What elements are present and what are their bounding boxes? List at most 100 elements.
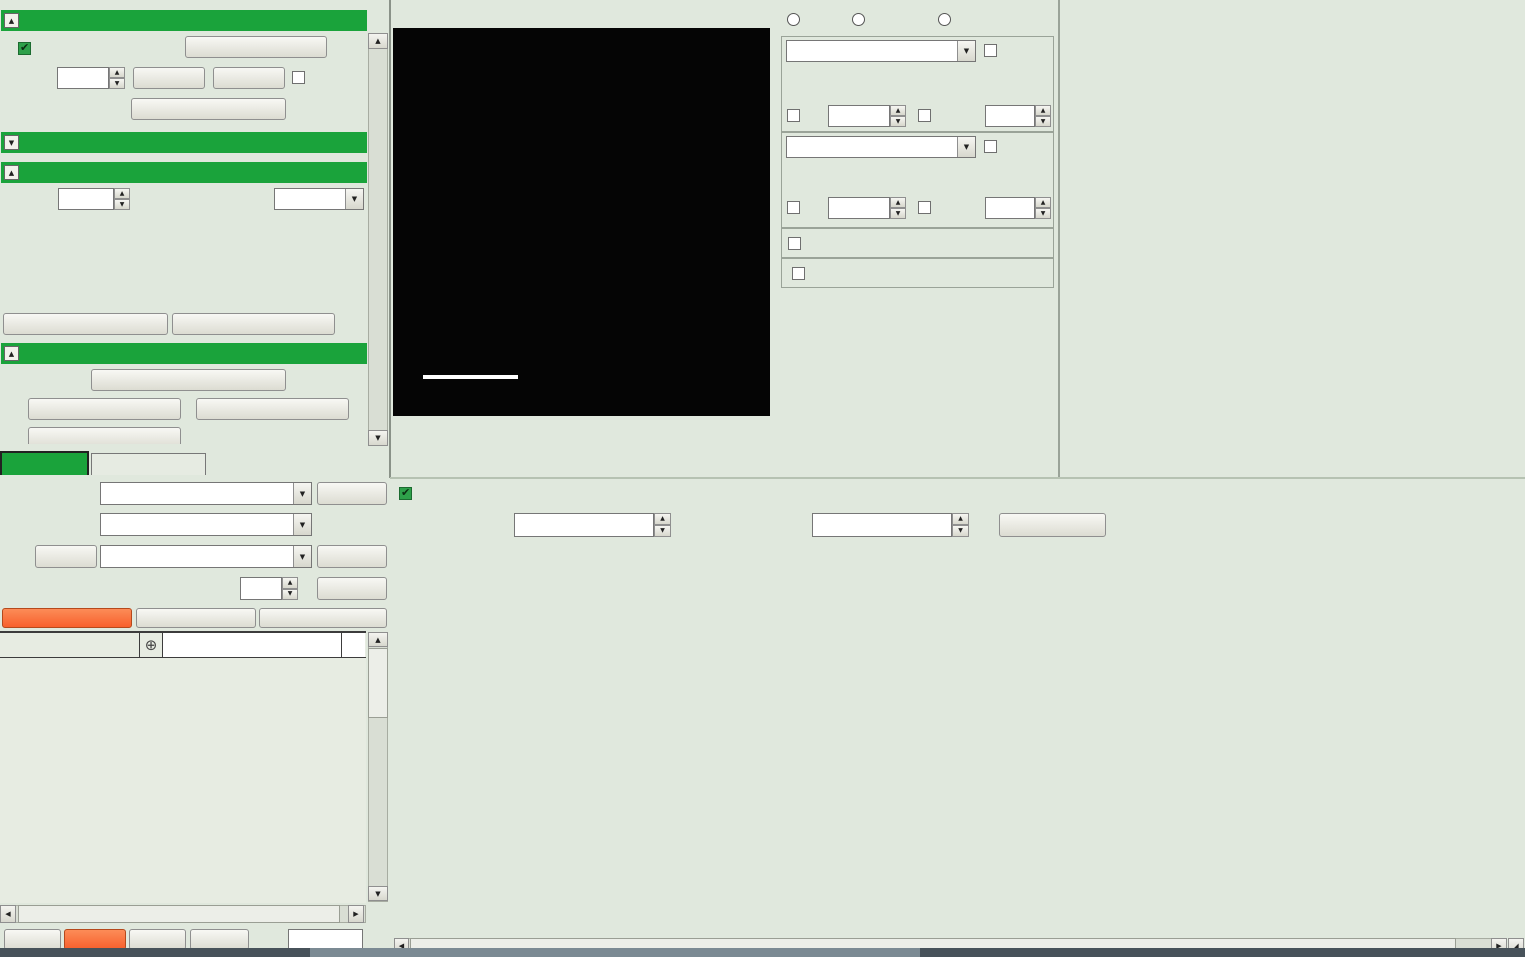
help-button[interactable] [317,482,387,505]
irf-for-all-button[interactable] [317,577,387,600]
events-min-spinner[interactable]: ▲▼ [890,105,906,127]
initial-fit-button[interactable] [64,929,126,950]
frame-panel-header[interactable]: ▼ [1,132,367,153]
save-result-button[interactable] [91,369,286,391]
roi-number-spinner[interactable]: ▲▼ [109,67,125,89]
chevron-down-icon[interactable]: ▼ [293,483,311,504]
chevron-down-icon[interactable]: ▼ [345,189,363,209]
mode-rainbow[interactable] [852,13,870,26]
tau-min-input[interactable] [828,197,890,219]
tau-param-dropdown[interactable]: ▼ [786,136,976,158]
fit-button[interactable] [129,929,186,950]
decay-dropdown[interactable]: ▼ [100,513,312,536]
collapse-icon[interactable]: ▲ [4,165,19,180]
tau-min-checkbox[interactable] [787,201,800,214]
tab-parameter-profiles[interactable] [91,453,206,475]
upper-boundary-input[interactable] [812,513,952,537]
tau-max-spinner[interactable]: ▲▼ [1035,197,1051,219]
mode-gray[interactable] [787,13,805,26]
header-check[interactable] [341,633,365,657]
events-max-checkbox[interactable] [918,109,931,122]
left-scrollbar[interactable] [368,33,388,446]
panel-splitter[interactable] [389,0,391,478]
tab-decay-fitting[interactable] [0,451,89,475]
scroll-left-icon[interactable]: ◀ [0,905,16,923]
load-rois-button[interactable] [185,36,327,58]
export-ascii-button[interactable] [136,608,256,628]
calculate-fastflim-button[interactable] [3,313,168,335]
rgb-radio[interactable] [938,13,951,26]
events-param-dropdown[interactable]: ▼ [786,40,976,62]
chevron-down-icon[interactable]: ▼ [957,137,975,157]
decay-plot[interactable] [394,543,1520,937]
save-defaults-button[interactable] [28,398,181,420]
fitting-model-dropdown[interactable]: ▼ [100,482,312,505]
gray-radio[interactable] [787,13,800,26]
chevron-down-icon[interactable]: ▼ [293,514,311,535]
tau-max-input[interactable] [985,197,1035,219]
time-gate-preview[interactable] [2,232,365,278]
binning-spinner[interactable]: ▲▼ [114,188,130,210]
scroll-right-icon[interactable]: ▶ [348,905,364,923]
apply-limits-checkbox[interactable] [399,487,412,500]
n-spinner[interactable]: ▲▼ [282,577,298,600]
flim-panel-header[interactable]: ▲ [1,162,367,183]
tau-active-checkbox[interactable] [984,140,997,153]
tau-rainbow-histogram[interactable] [786,163,1048,195]
remove-roi-button[interactable] [213,67,285,89]
irf-dropdown[interactable]: ▼ [100,545,312,568]
collapse-icon[interactable]: ▼ [4,135,19,150]
chi2-value [288,929,363,950]
events-min-input[interactable] [828,105,890,127]
table-scrollbar-thumb[interactable] [368,648,388,718]
import-irf-button[interactable] [35,545,97,568]
fit-all-button[interactable] [190,929,249,950]
lower-boundary-input[interactable] [514,513,654,537]
events-histogram[interactable] [786,67,1048,103]
collapse-icon[interactable]: ▲ [4,346,19,361]
upper-boundary-spinner[interactable]: ▲▼ [952,513,969,537]
lower-boundary-spinner[interactable]: ▲▼ [654,513,671,537]
scroll-down-icon[interactable]: ▼ [368,430,388,446]
events-max-spinner[interactable]: ▲▼ [1035,105,1051,127]
rainbow-radio[interactable] [852,13,865,26]
tau-min-spinner[interactable]: ▲▼ [890,197,906,219]
export-clipboard-button[interactable] [259,608,387,628]
restore-defaults-button[interactable] [196,398,349,420]
roi-panel-header[interactable]: ▲ [1,10,367,31]
events-min-checkbox[interactable] [787,109,800,122]
panel-splitter[interactable] [1058,0,1060,478]
roi-from-threshold-button[interactable] [131,98,286,120]
scroll-down-icon[interactable]: ▼ [368,886,388,901]
chevron-down-icon[interactable]: ▼ [957,41,975,61]
flim-fit-button[interactable] [172,313,335,335]
smoothing-checkbox[interactable] [792,267,805,280]
lifetime-histogram-chart[interactable] [1062,4,1524,476]
events-max-input[interactable] [985,105,1035,127]
events-active-checkbox[interactable] [984,44,997,57]
scroll-up-icon[interactable]: ▲ [368,33,388,49]
tcspc-binning-dropdown[interactable]: ▼ [274,188,364,210]
show-all-checkbox[interactable] [292,71,305,84]
globe-icon: ⊕ [140,633,163,657]
chevron-down-icon[interactable]: ▼ [293,546,311,567]
show-all-parameters-button[interactable] [2,608,132,628]
decay-value [101,514,293,535]
mode-rgb[interactable] [938,13,956,26]
flim-image[interactable] [393,28,770,416]
table-hscrollbar-thumb[interactable] [18,905,340,923]
reset-range-button[interactable] [999,513,1106,537]
export-binary-button[interactable] [28,427,181,449]
collapse-icon[interactable]: ▲ [4,13,19,28]
tau-max-checkbox[interactable] [918,201,931,214]
clear-button[interactable] [4,929,61,950]
roi-number-input[interactable] [57,67,109,89]
new-roi-button[interactable] [133,67,205,89]
remove-irf-button[interactable] [317,545,387,568]
use-roi-checkbox[interactable] [18,42,31,55]
scroll-up-icon[interactable]: ▲ [368,632,388,647]
optimized-rainbow-checkbox[interactable] [788,237,801,250]
file-panel-header[interactable]: ▲ [1,343,367,364]
n-input[interactable] [240,577,282,600]
binning-input[interactable] [58,188,114,210]
